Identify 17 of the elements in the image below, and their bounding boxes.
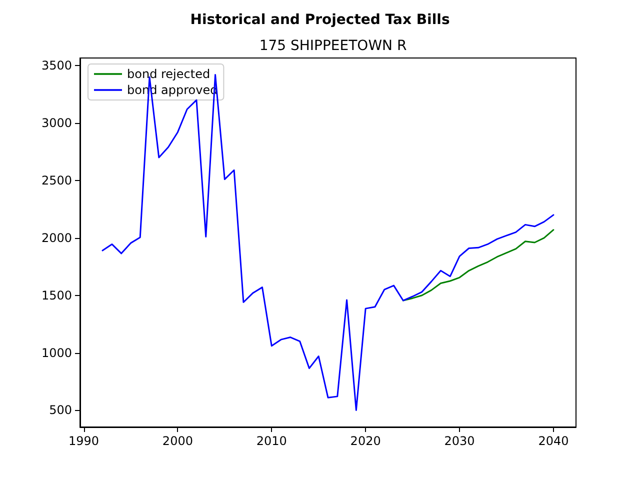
x-tick-label: 2030 <box>444 434 475 448</box>
y-tick-label: 1500 <box>41 288 72 302</box>
x-tick-label: 2010 <box>256 434 287 448</box>
x-tick-label: 2000 <box>162 434 193 448</box>
line-series <box>402 229 554 302</box>
y-tick-label: 2500 <box>41 173 72 188</box>
x-tick-label: 1990 <box>68 434 100 448</box>
y-tick-label: 500 <box>49 403 72 418</box>
legend-label: bond rejected <box>127 67 210 81</box>
chart-title: Historical and Projected Tax Bills <box>190 12 450 28</box>
y-tick-label: 3500 <box>41 58 72 73</box>
chart-subtitle: 175 SHIPPEETOWN R <box>259 38 407 54</box>
x-tick-label: 2040 <box>538 434 569 448</box>
x-tick-label: 2020 <box>350 434 381 448</box>
y-tick-label: 1000 <box>41 346 72 360</box>
y-tick-label: 3000 <box>41 116 72 130</box>
y-tick-label: 2000 <box>41 230 72 245</box>
